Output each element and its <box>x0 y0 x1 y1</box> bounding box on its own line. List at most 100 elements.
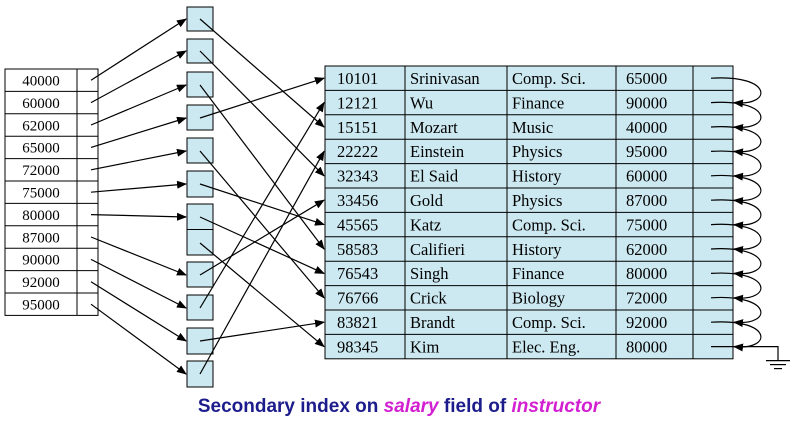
pointer-arrow <box>90 180 187 193</box>
record-salary: 87000 <box>626 191 667 210</box>
record-chain-arrow <box>710 272 762 303</box>
pointer-arrow <box>90 116 187 148</box>
record-chain-arrow <box>710 126 762 157</box>
record-dept: Biology <box>512 289 566 308</box>
record-id: 15151 <box>337 118 378 137</box>
index-key: 90000 <box>22 253 60 269</box>
pointer-arrow <box>90 236 187 276</box>
record-id: 76543 <box>337 264 378 283</box>
caption-field-name: salary <box>383 396 439 417</box>
pointer-arrow <box>199 150 325 299</box>
record-salary: 72000 <box>626 289 667 308</box>
record-chain-arrow <box>710 150 762 181</box>
pointer-arrow <box>90 212 187 221</box>
index-key: 75000 <box>22 186 60 202</box>
pointer-arrow <box>90 303 187 375</box>
record-dept: Finance <box>512 93 564 112</box>
record-chain-arrow <box>710 223 762 254</box>
record-dept: Physics <box>512 191 562 210</box>
index-key: 65000 <box>22 141 60 157</box>
record-dept: Comp. Sci. <box>512 215 586 234</box>
pointer-arrow <box>199 18 325 128</box>
index-key: 92000 <box>22 275 60 291</box>
record-name: Srinivasan <box>410 69 480 88</box>
record-salary: 75000 <box>626 215 667 234</box>
pointer-arrow <box>199 242 325 348</box>
record-salary: 95000 <box>626 142 667 161</box>
record-salary: 62000 <box>626 240 667 259</box>
record-id: 10101 <box>337 69 378 88</box>
record-id: 22222 <box>337 142 378 161</box>
pointer-arrow <box>199 50 325 177</box>
record-chain-arrow <box>710 199 762 230</box>
pointer-arrow <box>199 216 325 274</box>
secondary-index-file: 40000 60000 62000 65000 72000 75000 80000 87000… <box>4 68 99 316</box>
record-name: Gold <box>410 191 444 210</box>
record-id: 58583 <box>337 240 378 259</box>
record-chain-arrow <box>710 296 762 328</box>
record-salary: 65000 <box>626 69 667 88</box>
pointer-arrow <box>199 84 325 250</box>
record-dept: Finance <box>512 264 564 283</box>
pointer-arrow <box>90 50 187 104</box>
caption-table-name: instructor <box>511 396 601 417</box>
record-salary: 80000 <box>626 264 667 283</box>
record-id: 33456 <box>337 191 378 210</box>
record-dept: Comp. Sci. <box>512 313 586 332</box>
record-id: 76766 <box>337 289 378 308</box>
index-key: 80000 <box>22 208 60 224</box>
record-name: Crick <box>410 289 447 308</box>
pointer-arrow <box>90 18 187 81</box>
pointer-arrow <box>90 84 187 126</box>
pointer-arrow <box>199 150 325 375</box>
pointer-arrow <box>90 258 187 309</box>
record-salary: 80000 <box>626 337 667 356</box>
record-dept: Elec. Eng. <box>512 337 580 356</box>
pointer-arrow <box>90 148 187 171</box>
record-id: 12121 <box>337 93 378 112</box>
instructor-table: 10101 Srinivasan Comp. Sci. 65000 12121 Wu Fin… <box>324 65 734 360</box>
diagram-caption: Secondary index on salary field of instr… <box>0 396 798 418</box>
record-name: Califieri <box>410 240 465 259</box>
record-name: Singh <box>410 264 449 283</box>
record-salary: 92000 <box>626 313 667 332</box>
record-salary: 90000 <box>626 93 667 112</box>
caption-prefix: Secondary index on <box>197 396 384 417</box>
record-salary: 60000 <box>626 167 667 186</box>
record-name: Kim <box>410 337 440 356</box>
pointer-arrows <box>90 18 762 375</box>
record-name: Mozart <box>410 118 458 137</box>
index-key: 72000 <box>22 163 60 179</box>
pointer-arrow <box>199 199 325 276</box>
record-name: Katz <box>410 215 441 234</box>
index-key: 60000 <box>22 96 60 112</box>
record-salary: 40000 <box>626 118 667 137</box>
record-name: Wu <box>410 93 433 112</box>
record-name: El Said <box>410 167 459 186</box>
pointer-arrow <box>199 77 325 119</box>
pointer-arrow <box>199 101 325 309</box>
record-id: 45565 <box>337 215 378 234</box>
null-pointer-ground-icon <box>711 346 790 370</box>
bucket <box>186 137 214 164</box>
caption-middle: field of <box>438 396 512 417</box>
index-key: 62000 <box>22 118 60 134</box>
record-dept: Music <box>512 118 553 137</box>
record-dept: History <box>512 240 562 259</box>
index-key: 87000 <box>22 230 60 246</box>
record-name: Brandt <box>410 313 455 332</box>
record-dept: Comp. Sci. <box>512 69 586 88</box>
record-id: 32343 <box>337 167 378 186</box>
record-chain-arrow <box>710 174 762 206</box>
index-key: 95000 <box>22 298 60 314</box>
bucket <box>186 71 214 98</box>
record-name: Einstein <box>410 142 464 161</box>
record-dept: Physics <box>512 142 562 161</box>
record-chain-arrow <box>710 248 762 279</box>
record-dept: History <box>512 167 562 186</box>
record-id: 98345 <box>337 337 378 356</box>
record-chain-arrow <box>710 101 762 132</box>
record-id: 83821 <box>337 313 378 332</box>
pointer-arrow <box>90 281 187 342</box>
